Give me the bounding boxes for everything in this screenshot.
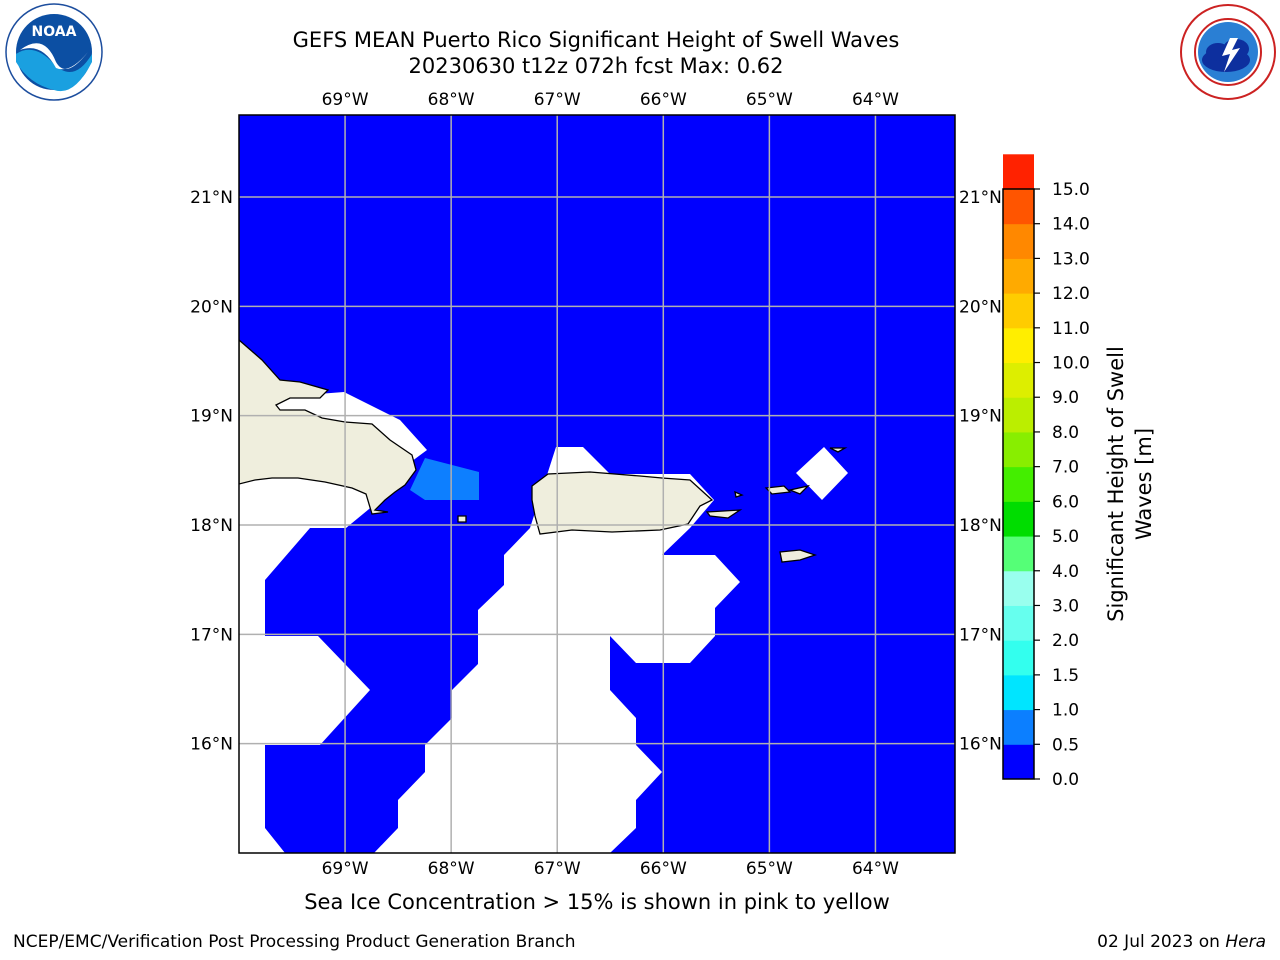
lon-label: 65°W [746, 90, 793, 110]
colorbar-tick-label: 1.0 [1052, 701, 1079, 721]
lon-labels-top: 69°W 68°W 67°W 66°W 65°W 64°W [322, 90, 900, 110]
colorbar-tick-label: 15.0 [1052, 180, 1090, 200]
colorbar-frame [1002, 188, 1035, 780]
lat-label: 16°N [959, 735, 1002, 755]
graticule [239, 115, 955, 853]
lon-label: 68°W [428, 90, 475, 110]
lat-label: 16°N [190, 735, 233, 755]
lat-label: 19°N [959, 407, 1002, 427]
colorbar-segment [1003, 223, 1034, 259]
colorbar-segment [1003, 327, 1034, 364]
colorbar-segment [1003, 501, 1034, 537]
lon-label: 68°W [428, 859, 475, 879]
lat-labels-right: 21°N 20°N 19°N 18°N 17°N 16°N [959, 188, 1002, 755]
ocean-swell-field [239, 115, 955, 853]
lon-label: 67°W [534, 90, 581, 110]
colorbar-label-line1: Significant Height of Swell [1104, 346, 1128, 622]
swell-0.5-1.0-patch [410, 458, 479, 500]
colorbar-segment [1003, 466, 1034, 502]
colorbar-segment [1003, 640, 1034, 676]
lat-label: 21°N [959, 188, 1002, 208]
land-masses [239, 339, 848, 563]
colorbar-segment [1003, 605, 1034, 641]
noaa-logo-icon: NOAA [4, 2, 104, 106]
colorbar-label-line2: Waves [m] [1132, 428, 1156, 540]
colorbar-tick-label: 12.0 [1052, 284, 1090, 304]
lon-label: 66°W [640, 859, 687, 879]
colorbar-tick-label: 7.0 [1052, 458, 1079, 478]
colorbar-segment [1003, 431, 1034, 468]
lat-label: 18°N [959, 516, 1002, 536]
colorbar-segment [1003, 709, 1034, 745]
lat-label: 20°N [190, 297, 233, 317]
colorbar-segment [1003, 536, 1034, 572]
footer-machine: Hera [1225, 932, 1266, 952]
lon-label: 67°W [534, 859, 581, 879]
colorbar-tick-label: 11.0 [1052, 319, 1090, 339]
map-frame [238, 114, 956, 854]
map-subtitle: 20230630 t12z 072h fcst Max: 0.62 [408, 54, 784, 78]
svg-text:NOAA: NOAA [32, 24, 77, 40]
colorbar-tick-label: 1.5 [1052, 666, 1079, 686]
colorbar-segment [1003, 570, 1034, 606]
colorbar [1003, 154, 1034, 780]
colorbar-tick-label: 4.0 [1052, 562, 1079, 582]
lon-labels-bottom: 69°W 68°W 67°W 66°W 65°W 64°W [322, 859, 900, 879]
lat-label: 19°N [190, 407, 233, 427]
colorbar-tick-label: 0.0 [1052, 770, 1079, 790]
colorbar-tick-label: 6.0 [1052, 492, 1079, 512]
colorbar-tick-label: 3.0 [1052, 596, 1079, 616]
lat-label: 17°N [190, 625, 233, 645]
lat-label: 20°N [959, 297, 1002, 317]
colorbar-tick-label: 10.0 [1052, 354, 1090, 374]
footer-date-text: 02 Jul 2023 on [1097, 932, 1226, 952]
lat-labels-left: 21°N 20°N 19°N 18°N 17°N 16°N [190, 188, 233, 755]
colorbar-tick-label: 13.0 [1052, 249, 1090, 269]
lon-label: 69°W [322, 859, 369, 879]
colorbar-tick-label: 14.0 [1052, 215, 1090, 235]
footer-branch: NCEP/EMC/Verification Post Processing Pr… [13, 932, 576, 952]
colorbar-segment [1003, 154, 1034, 190]
lat-label: 17°N [959, 625, 1002, 645]
colorbar-segment [1003, 362, 1034, 398]
colorbar-segment [1003, 189, 1034, 225]
lon-label: 64°W [852, 859, 899, 879]
lon-label: 64°W [852, 90, 899, 110]
lat-label: 21°N [190, 188, 233, 208]
lon-label: 69°W [322, 90, 369, 110]
colorbar-tick-label: 8.0 [1052, 423, 1079, 443]
colorbar-tick-label: 2.0 [1052, 631, 1079, 651]
lon-label: 66°W [640, 90, 687, 110]
lon-label: 65°W [746, 859, 793, 879]
colorbar-segment [1003, 744, 1034, 780]
footer-date: 02 Jul 2023 on Hera [1097, 932, 1266, 952]
national-weather-service-logo-icon [1178, 2, 1278, 106]
no-data-regions [239, 392, 848, 853]
colorbar-segment [1003, 397, 1034, 433]
colorbar-segment [1003, 674, 1034, 711]
colorbar-tick-label: 5.0 [1052, 527, 1079, 547]
map-panel [239, 115, 955, 853]
lat-label: 18°N [190, 516, 233, 536]
colorbar-tick-label: 0.5 [1052, 735, 1079, 755]
colorbar-tick-labels: 15.0 14.0 13.0 12.0 11.0 10.0 9.0 8.0 7.0 6.0 5.0 4… [1034, 180, 1090, 790]
colorbar-tick-label: 9.0 [1052, 388, 1079, 408]
colorbar-segment [1003, 293, 1034, 329]
map-title: GEFS MEAN Puerto Rico Significant Height… [292, 28, 900, 52]
colorbar-segment [1003, 258, 1034, 294]
sea-ice-note: Sea Ice Concentration > 15% is shown in … [304, 890, 890, 914]
